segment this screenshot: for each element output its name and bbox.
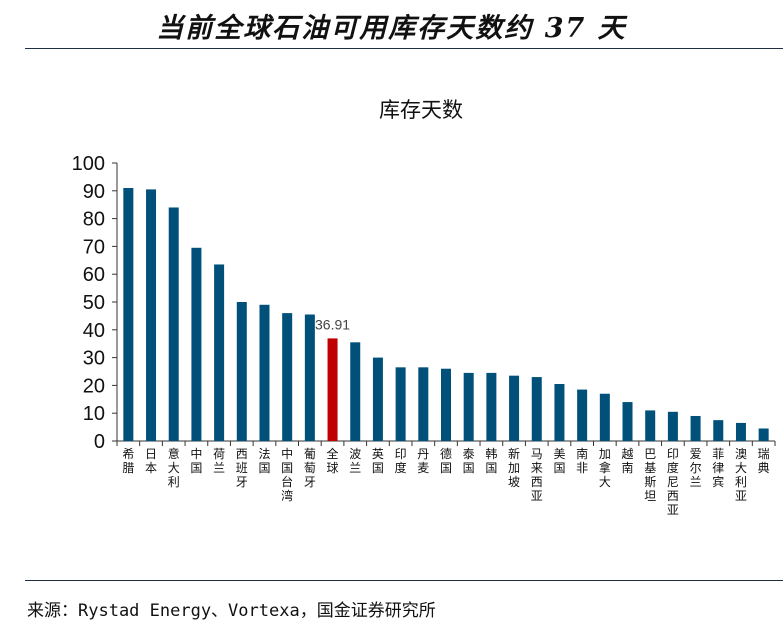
x-tick-label: 越南	[622, 447, 634, 475]
bar-英国	[372, 357, 383, 441]
x-tick-label: 中国	[190, 446, 202, 475]
y-tick-label: 40	[83, 320, 105, 342]
x-tick-label: 意大利	[168, 446, 180, 489]
x-tick-label: 中国台湾	[281, 446, 293, 503]
bar-波兰	[350, 342, 361, 441]
bar-荷兰	[214, 264, 225, 441]
bar-葡萄牙	[304, 314, 315, 441]
y-tick-label: 100	[72, 153, 105, 175]
x-tick-label: 德国	[440, 446, 452, 475]
bar-印度	[395, 367, 406, 441]
bar-加拿大	[599, 393, 610, 441]
bottom-divider	[25, 580, 783, 581]
bar-泰国	[463, 372, 474, 441]
x-tick-label: 全球	[327, 446, 339, 475]
x-tick-label: 泰国	[463, 447, 475, 475]
x-tick-label: 印度尼西亚	[667, 447, 679, 517]
bars-group	[123, 188, 769, 441]
bar-中国	[191, 247, 202, 441]
bar-南非	[577, 389, 588, 441]
bar-澳大利亚	[735, 422, 746, 441]
bar-越南	[622, 402, 633, 441]
bar-意大利	[168, 207, 179, 441]
x-tick-label: 荷兰	[213, 447, 225, 475]
x-tick-label: 西班牙	[236, 447, 248, 489]
bar-中国台湾	[282, 313, 293, 441]
x-tick-label: 爱尔兰	[690, 447, 702, 489]
bar-希腊	[123, 188, 134, 441]
y-tick-label: 20	[83, 375, 105, 397]
x-tick-label: 印度	[395, 447, 407, 475]
x-tick-label: 新加坡	[508, 446, 520, 489]
bar-西班牙	[236, 302, 247, 441]
chart-title: 库存天数	[379, 98, 463, 122]
bar-chart: 库存天数 0 10 20 30 40 50 60 70 80 90 100 36.91 希腊日本意大…	[72, 98, 776, 517]
x-tick-label: 丹麦	[417, 447, 429, 475]
x-tick-label: 美国	[553, 447, 565, 475]
y-tick-label: 0	[94, 431, 105, 453]
x-tick-labels-group: 希腊日本意大利中国荷兰西班牙法国中国台湾葡萄牙全球波兰英国印度丹麦德国泰国韩国新…	[122, 446, 769, 517]
x-tick-label: 日本	[145, 447, 157, 475]
bar-印度尼西亚	[667, 411, 678, 441]
x-tick-label: 巴基斯坦	[644, 447, 656, 503]
bar-德国	[441, 368, 451, 441]
source-note: 来源：Rystad Energy、Vortexa，国金证券研究所	[27, 601, 436, 621]
x-tick-label: 菲律宾	[712, 447, 724, 489]
x-tick-label: 马来西亚	[531, 447, 543, 503]
data-label: 36.91	[315, 316, 350, 332]
bar-新加坡	[509, 375, 520, 441]
x-tick-label: 加拿大	[599, 447, 611, 489]
y-tick-label: 80	[83, 209, 105, 231]
y-axis: 0 10 20 30 40 50 60 70 80 90 100	[72, 153, 118, 453]
y-tick-label: 50	[83, 292, 105, 314]
bar-爱尔兰	[690, 415, 701, 441]
bar-巴基斯坦	[645, 410, 656, 441]
bar-全球	[327, 338, 338, 441]
y-tick-label: 70	[83, 236, 105, 258]
bar-马来西亚	[531, 377, 542, 441]
bar-丹麦	[418, 367, 429, 441]
y-tick-label: 60	[83, 264, 105, 286]
x-tick-label: 韩国	[485, 446, 497, 475]
x-tick-label: 南非	[576, 446, 588, 475]
x-tick-label: 葡萄牙	[304, 447, 316, 489]
x-tick-label: 波兰	[349, 447, 361, 475]
bar-法国	[259, 304, 270, 441]
y-tick-label: 10	[83, 403, 105, 425]
x-tick-label: 法国	[258, 447, 270, 475]
bar-瑞典	[758, 428, 769, 441]
bar-日本	[146, 189, 157, 441]
x-tick-label: 希腊	[122, 446, 134, 475]
x-axis	[116, 440, 776, 446]
y-tick-label: 90	[83, 181, 105, 203]
x-tick-label: 英国	[372, 447, 384, 475]
bar-韩国	[486, 372, 497, 441]
top-divider	[25, 48, 783, 49]
x-tick-label: 瑞典	[758, 447, 770, 475]
x-tick-label: 澳大利亚	[735, 447, 747, 503]
page-headline: 当前全球石油可用库存天数约 37 天	[156, 13, 627, 44]
bar-美国	[554, 384, 565, 441]
data-labels-group: 36.91	[315, 316, 350, 332]
bar-菲律宾	[713, 420, 724, 441]
y-tick-label: 30	[83, 348, 105, 370]
